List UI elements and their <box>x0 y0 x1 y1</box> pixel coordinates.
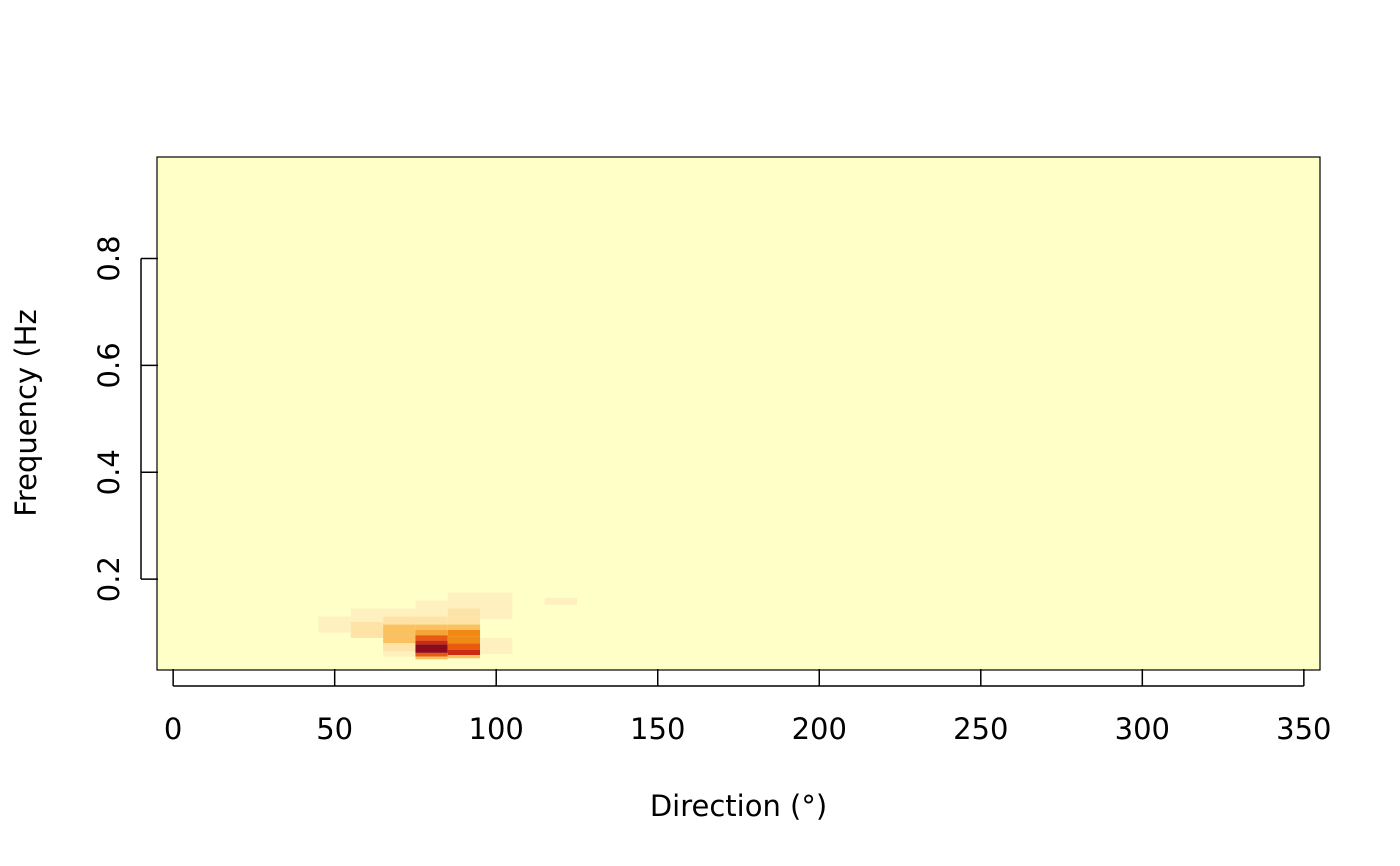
heatmap-cell <box>447 643 481 650</box>
heatmap-cell <box>415 629 448 636</box>
x-tick-label: 150 <box>630 712 685 746</box>
x-axis: 0 50 100 150 200 250 300 350 <box>164 669 1332 746</box>
plot-area <box>156 156 1321 671</box>
y-tick-label: 0.6 <box>92 342 126 388</box>
heatmap-cell <box>415 616 448 625</box>
x-tick-label: 0 <box>164 712 182 746</box>
y-tick-label: 0.2 <box>92 556 126 602</box>
x-tick-label: 50 <box>316 712 353 746</box>
heatmap-cell <box>447 592 481 601</box>
heatmap-cell <box>415 624 448 630</box>
heatmap-cell <box>350 608 384 622</box>
heatmap-cell <box>383 624 416 644</box>
heatmap-cell <box>415 600 448 609</box>
x-tick-label: 350 <box>1276 712 1331 746</box>
heatmap-cell <box>480 592 513 620</box>
heatmap-cell <box>383 651 416 657</box>
heatmap-cell <box>447 624 481 630</box>
x-tick-label: 200 <box>792 712 847 746</box>
heatmap-cell <box>415 656 448 660</box>
y-axis: 0.2 0.4 0.6 0.8 <box>92 235 158 602</box>
plot-border <box>156 156 1321 671</box>
heatmap-cell <box>350 621 384 638</box>
heatmap-cell <box>447 636 481 644</box>
heatmap-cell <box>415 644 448 653</box>
heatmap-cell <box>415 635 448 641</box>
x-axis-label: Direction (°) <box>650 789 827 823</box>
heatmap-cell <box>383 643 416 652</box>
heatmap-cell <box>383 616 416 625</box>
heatmap-cell <box>447 608 481 617</box>
heatmap-cell <box>447 649 481 656</box>
y-axis-label: Frequency (Hz <box>9 309 43 516</box>
heatmap-cells <box>318 592 577 660</box>
heatmap-cell <box>415 608 448 617</box>
heatmap-cell <box>415 640 448 645</box>
heatmap-cell <box>447 655 481 659</box>
heatmap-cell <box>480 637 513 654</box>
heatmap-cell <box>447 629 481 637</box>
heatmap-cell <box>383 608 416 617</box>
heatmap-cell <box>447 600 481 609</box>
heatmap-cell <box>544 597 577 605</box>
heatmap-cell <box>447 616 481 625</box>
y-tick-label: 0.8 <box>92 235 126 281</box>
x-tick-label: 100 <box>469 712 524 746</box>
heatmap-cell <box>318 616 351 633</box>
x-tick-label: 250 <box>953 712 1008 746</box>
y-tick-label: 0.4 <box>92 449 126 495</box>
heatmap-background <box>157 157 1320 670</box>
heatmap-cell <box>415 652 448 657</box>
x-tick-label: 300 <box>1115 712 1170 746</box>
